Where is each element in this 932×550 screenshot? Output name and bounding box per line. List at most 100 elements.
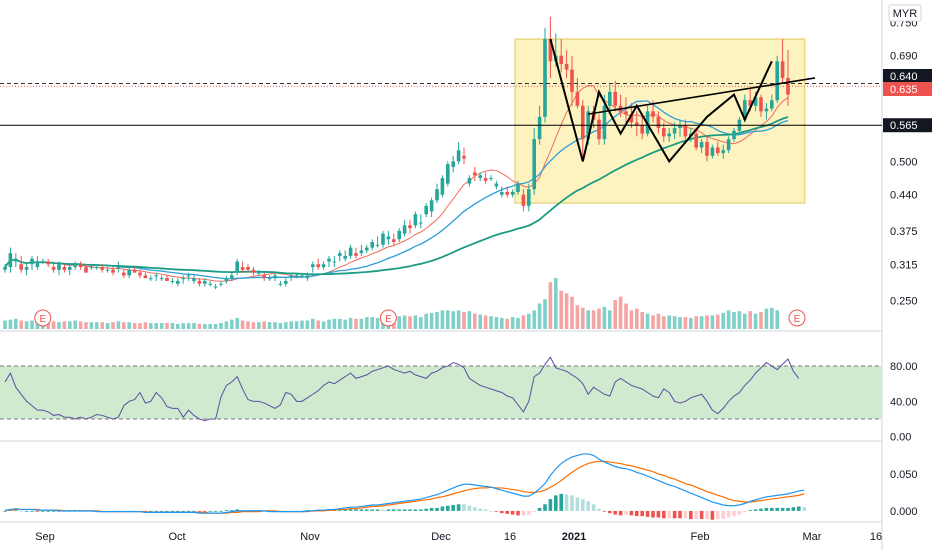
candle-body [753,97,758,106]
macd-histogram-bar [597,508,601,511]
volume-bar [721,312,725,329]
macd-histogram-bar [537,507,542,511]
candle-body [429,200,434,212]
macd-histogram-bar [354,509,358,511]
candle-body [116,267,121,269]
volume-bar [710,315,715,329]
volume-bar [365,317,369,329]
volume-bar [408,316,412,329]
volume-bar [170,323,175,329]
candle-body [705,141,709,156]
macd-histogram-bar [348,509,353,511]
macd-histogram-bar [624,510,628,515]
volume-bar [591,310,596,329]
volume-bar [300,320,304,329]
macd-histogram-bar [543,504,547,511]
macd-histogram-bar [613,510,617,515]
volume-bar [192,323,196,329]
volume-bar [19,320,23,329]
candle-body [483,178,488,181]
volume-bar [343,319,347,329]
earnings-marker-label: E [385,314,392,325]
macd-histogram-bar [170,510,175,512]
volume-bar [273,322,277,329]
volume-bar [462,312,466,329]
earnings-marker: E [34,309,52,327]
candle-body [699,141,704,148]
volume-bar [608,310,612,329]
macd-histogram-bar [581,499,585,511]
price-tick-label: 0.315 [890,259,918,271]
volume-bar [570,296,574,329]
macd-histogram-bar [678,510,682,519]
volume-bar [764,308,769,329]
volume-bar [402,315,407,329]
candle-body [84,267,88,273]
volume-bar [667,315,671,329]
volume-bar [251,322,256,329]
price-tick-label: 0.690 [890,51,918,63]
candle-body [332,261,337,263]
volume-bar [581,307,585,329]
volume-bar [321,321,326,329]
candle-body [78,264,83,268]
volume-bar [624,303,628,329]
candle-body [316,264,320,268]
volume-bar [132,323,137,329]
volume-bar [678,317,682,329]
candle-body [197,280,202,284]
macd-histogram-bar [192,510,196,512]
volume-bar [359,318,364,329]
candle-body [192,278,196,281]
candle-body [159,278,164,280]
macd-histogram-bar [527,510,531,515]
ma-mid-line [4,100,789,280]
volume-bar [500,317,504,329]
volume-bar [618,296,623,329]
candle-body [721,150,725,154]
macd-histogram-bar [419,509,423,511]
macd-histogram-bar [748,510,752,511]
volume-bar [95,322,99,329]
candle-body [100,267,104,270]
macd-histogram-bar [635,510,639,517]
volume-bar [759,312,763,329]
time-axis-label: 16 [504,531,516,543]
candle-body [537,116,542,140]
candle-body [68,267,72,270]
candle-body [235,261,239,273]
volume-bar [602,306,607,329]
volume-bar [554,278,558,329]
macd-histogram-bar [726,510,731,518]
price-tick-label: 0.250 [890,295,918,307]
candle-body [424,205,428,215]
candle-body [456,150,461,162]
volume-bar [8,319,13,329]
candle-body [672,128,677,134]
volume-bar [505,318,509,329]
macd-histogram-bar [41,510,45,512]
candle-body [154,275,158,277]
volume-bar [149,323,153,329]
macd-histogram-bar [397,509,401,511]
candle-body [305,275,310,279]
volume-bar [316,320,320,329]
candle-body [575,91,580,106]
candle-body [176,280,180,284]
macd-histogram-bar [424,508,428,511]
macd-histogram-bar [19,510,23,512]
volume-bar [446,310,450,329]
rsi-tick-label: 80.00 [890,361,918,373]
volume-bar [413,315,418,329]
volume-bar [732,312,736,329]
volume-bar [213,323,218,329]
macd-histogram-bar [343,509,347,511]
volume-bar [521,315,526,329]
volume-bar [559,290,563,329]
candle-body [764,108,769,112]
macd-histogram-bar [24,510,29,512]
candle-body [559,55,563,65]
volume-bar [716,314,720,329]
